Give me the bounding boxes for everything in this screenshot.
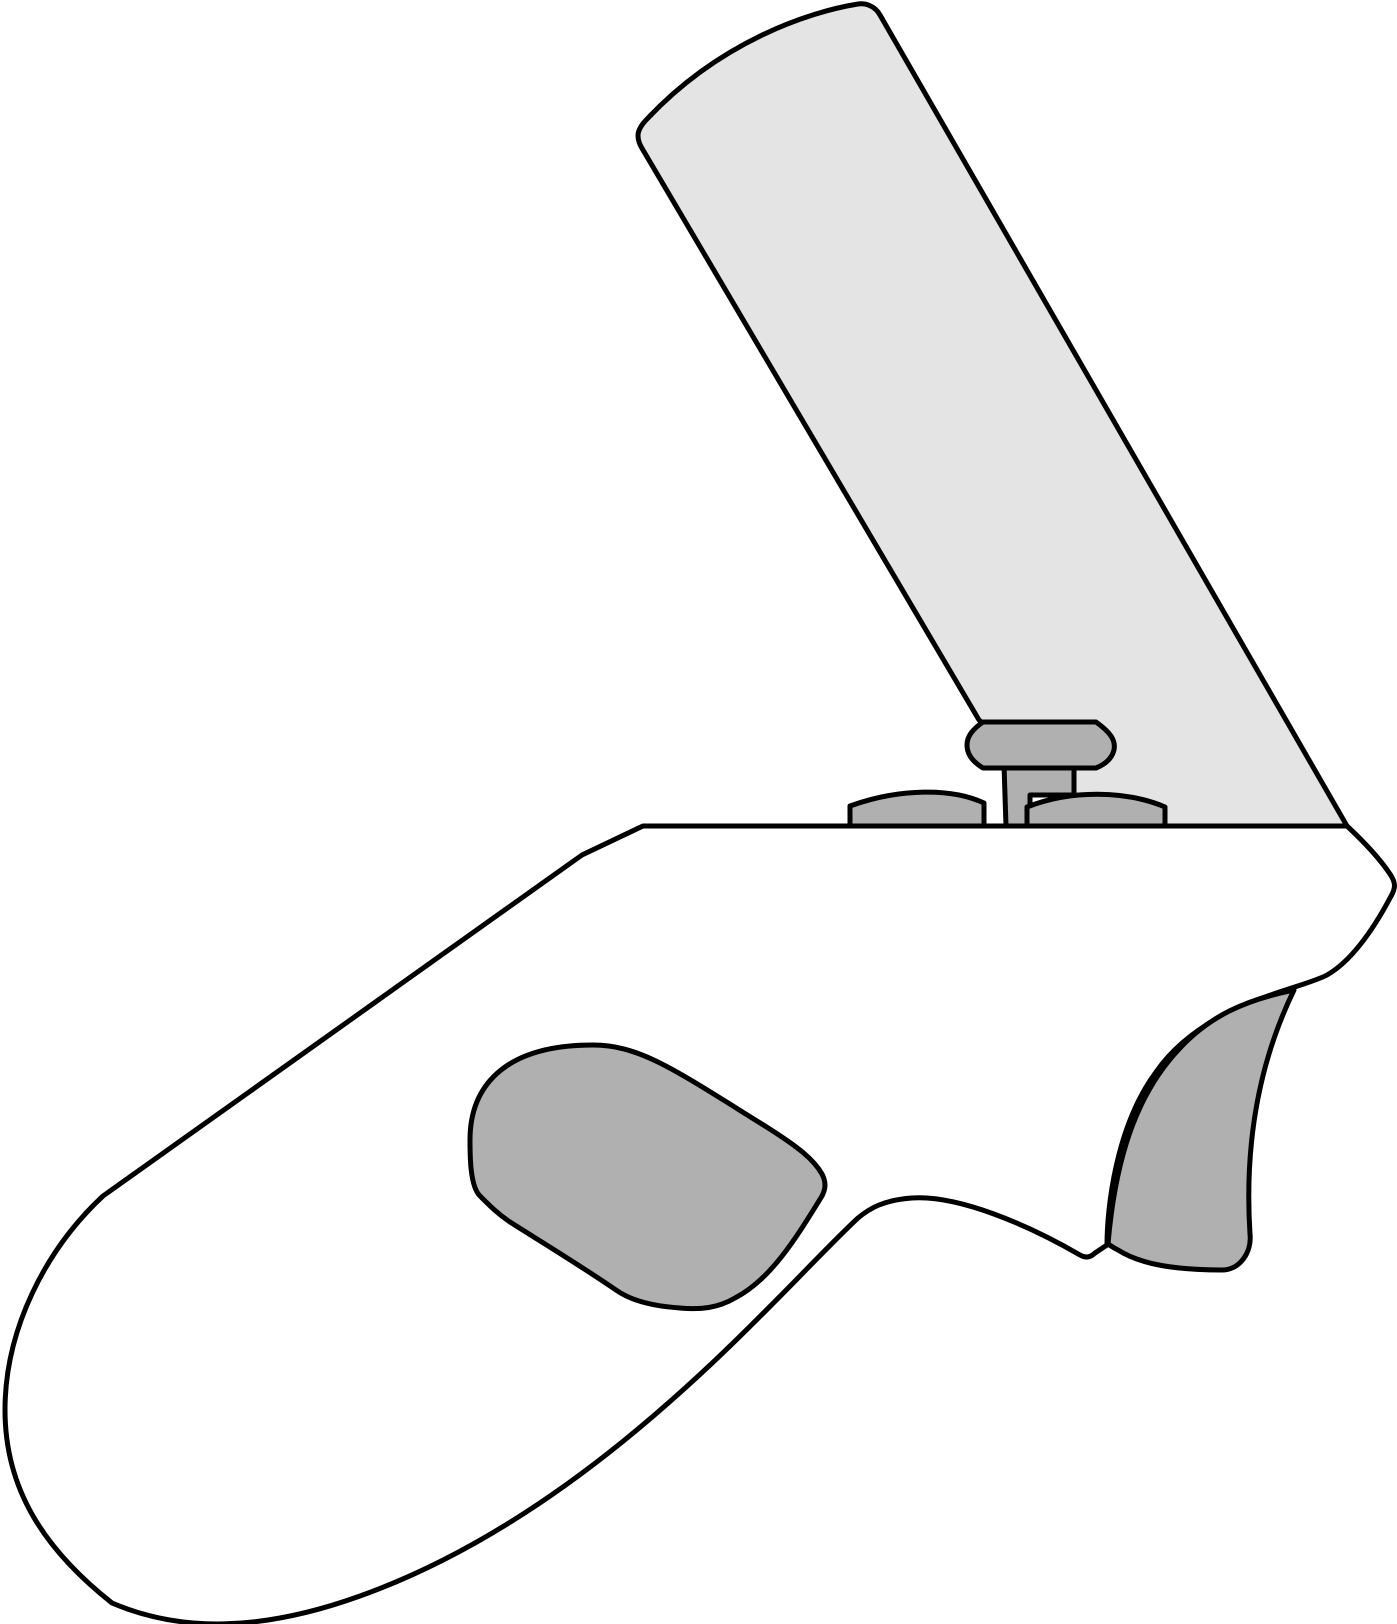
- face-button-left: [847, 789, 987, 830]
- grip-button: [467, 1042, 828, 1312]
- tracking-ring: [635, 1, 1350, 829]
- thumbstick: [964, 719, 1117, 771]
- trigger: [1105, 987, 1297, 1273]
- face-button-right: [1024, 791, 1168, 830]
